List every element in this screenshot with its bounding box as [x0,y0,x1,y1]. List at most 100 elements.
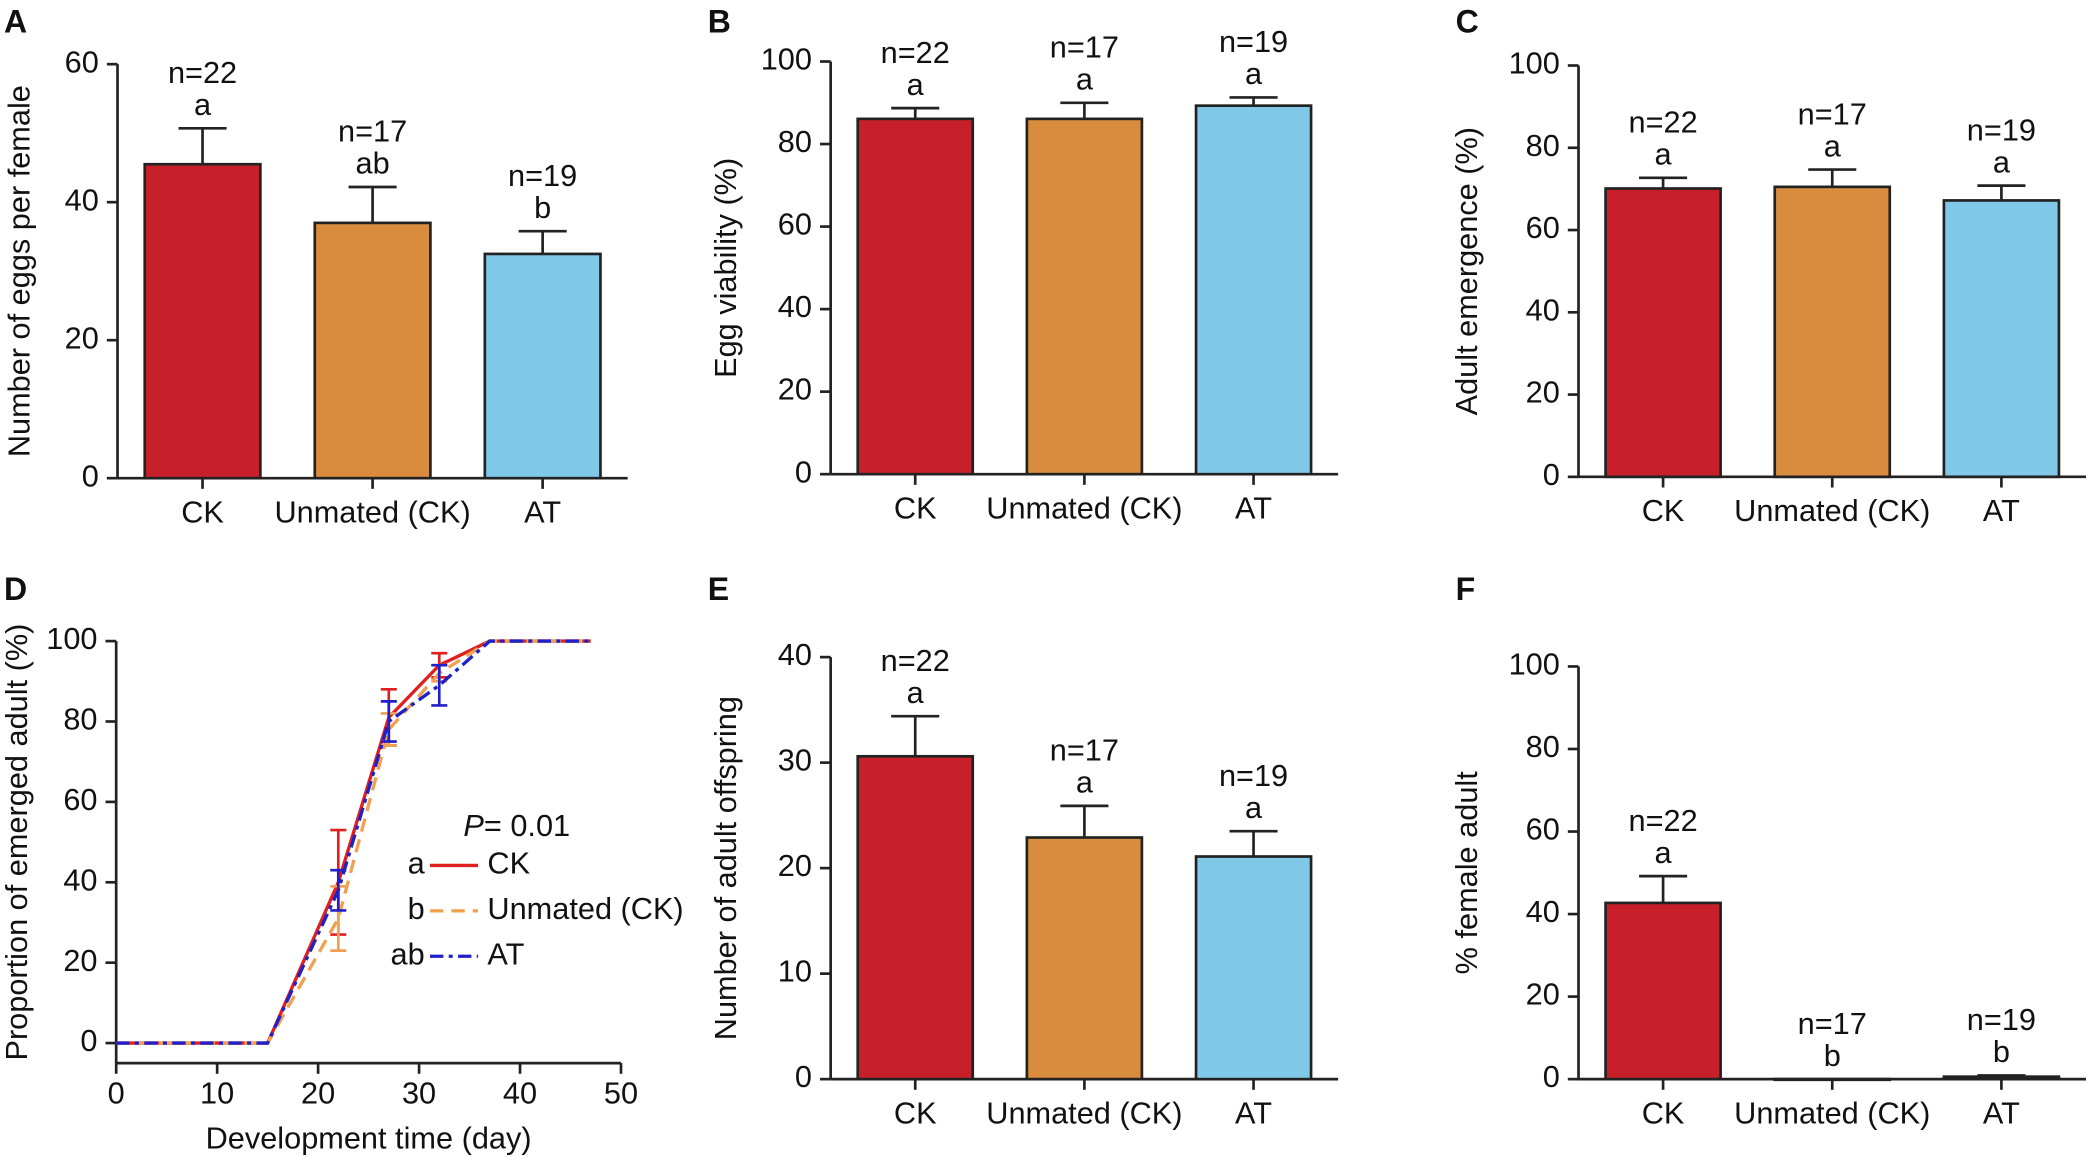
sample-size: n=19 [1219,24,1288,59]
x-tick-label: CK [181,494,224,529]
p-text: = 0.01 [484,808,570,843]
significance-letter: a [1245,56,1263,91]
bar [1773,185,1892,479]
y-tick-label: 10 [778,954,812,989]
significance-letter: b [534,190,551,225]
sample-size: n=22 [881,35,950,70]
bar [1942,1075,2061,1081]
significance-letter: a [1076,765,1094,800]
legend-label: AT [487,936,524,971]
error-bar [1977,1074,2026,1077]
significance-letter: a [1076,62,1094,97]
sample-size: n=22 [168,55,237,90]
x-tick-label: Unmated (CK) [1734,493,1930,528]
panel-label: B [708,4,731,40]
p-symbol: P [463,808,484,843]
x-tick-label: Unmated (CK) [1734,1095,1930,1130]
error-bar [348,185,397,223]
significance-letter: a [907,67,925,102]
y-axis-label: Adult emergence (%) [1449,127,1484,415]
y-tick-label: 20 [778,372,812,407]
y-tick-label: 60 [1526,210,1560,245]
legend-letter: ab [391,936,425,971]
error-bar [330,868,347,912]
panel-label: F [1456,571,1476,607]
sample-size: n=19 [1967,1002,2036,1037]
x-tick-label: AT [1235,1095,1272,1130]
y-tick-label: 80 [1526,729,1560,764]
sample-size: n=17 [1798,1006,1867,1041]
bar [1942,199,2061,479]
sample-size: n=19 [1219,758,1288,793]
y-tick-label: 40 [1526,292,1560,327]
x-tick-label: AT [1983,1095,2020,1130]
bar [1194,104,1313,476]
x-tick-label: CK [1642,1095,1685,1130]
sample-size: n=17 [1050,29,1119,64]
significance-letter: a [907,675,925,710]
significance-letter: a [1655,835,1673,870]
error-bar [178,127,227,165]
legend-label: Unmated (CK) [487,891,683,926]
sample-size: n=22 [1629,803,1698,838]
x-tick-label: 0 [108,1075,125,1110]
y-tick-label: 80 [778,124,812,159]
x-tick-label: 10 [200,1075,234,1110]
bar [143,162,262,480]
x-tick-label: 40 [503,1075,537,1110]
error-bar [891,106,940,119]
y-tick-label: 40 [1526,894,1560,929]
y-tick-label: 20 [63,943,97,978]
y-axis-label: Proportion of emerged adult (%) [0,624,34,1061]
y-tick-label: 20 [1526,375,1560,410]
error-bar [1060,101,1109,119]
y-tick-label: 60 [778,207,812,242]
y-axis-label: Egg viability (%) [708,158,743,378]
bar [1025,836,1144,1081]
sample-size: n=19 [1967,112,2036,147]
panel-label: A [4,4,27,40]
x-tick-label: 20 [301,1075,335,1110]
x-tick-label: Unmated (CK) [986,490,1182,525]
y-tick-label: 0 [795,454,812,489]
y-tick-label: 0 [82,458,99,493]
x-tick-label: AT [524,494,561,529]
y-axis-label: Number of adult offspring [708,696,743,1040]
legend-letter: a [408,846,426,881]
x-tick-label: 50 [604,1075,638,1110]
bar [483,252,602,480]
legend-letter: b [408,891,425,926]
y-tick-label: 60 [65,44,99,79]
y-tick-label: 20 [778,848,812,883]
legend-label: CK [487,846,530,881]
y-tick-label: 100 [1509,46,1560,81]
x-tick-label: 30 [402,1075,436,1110]
y-tick-label: 100 [761,42,812,77]
y-tick-label: 40 [65,182,99,217]
error-bar [1639,874,1688,903]
bar [856,117,975,476]
sample-size: n=17 [1050,733,1119,768]
error-bar [1229,829,1278,857]
x-tick-label: AT [1983,493,2020,528]
x-tick-label: CK [1642,493,1685,528]
significance-letter: ab [356,146,390,181]
significance-letter: a [1824,128,1842,163]
sample-size: n=22 [881,643,950,678]
bar [1773,1077,1892,1082]
y-axis-label: % female adult [1449,771,1484,975]
significance-letter: b [1993,1034,2010,1069]
y-tick-label: 100 [1509,647,1560,682]
panel-label: E [708,571,729,607]
error-bar [1229,96,1278,106]
panel-label: C [1456,4,1479,40]
bar [1194,855,1313,1081]
sample-size: n=19 [508,158,577,193]
bar [1604,187,1722,479]
y-tick-label: 30 [778,743,812,778]
significance-letter: a [194,87,212,122]
y-tick-label: 0 [1543,457,1560,492]
bar [313,221,432,480]
error-bar [1977,184,2026,201]
y-tick-label: 80 [1526,128,1560,163]
